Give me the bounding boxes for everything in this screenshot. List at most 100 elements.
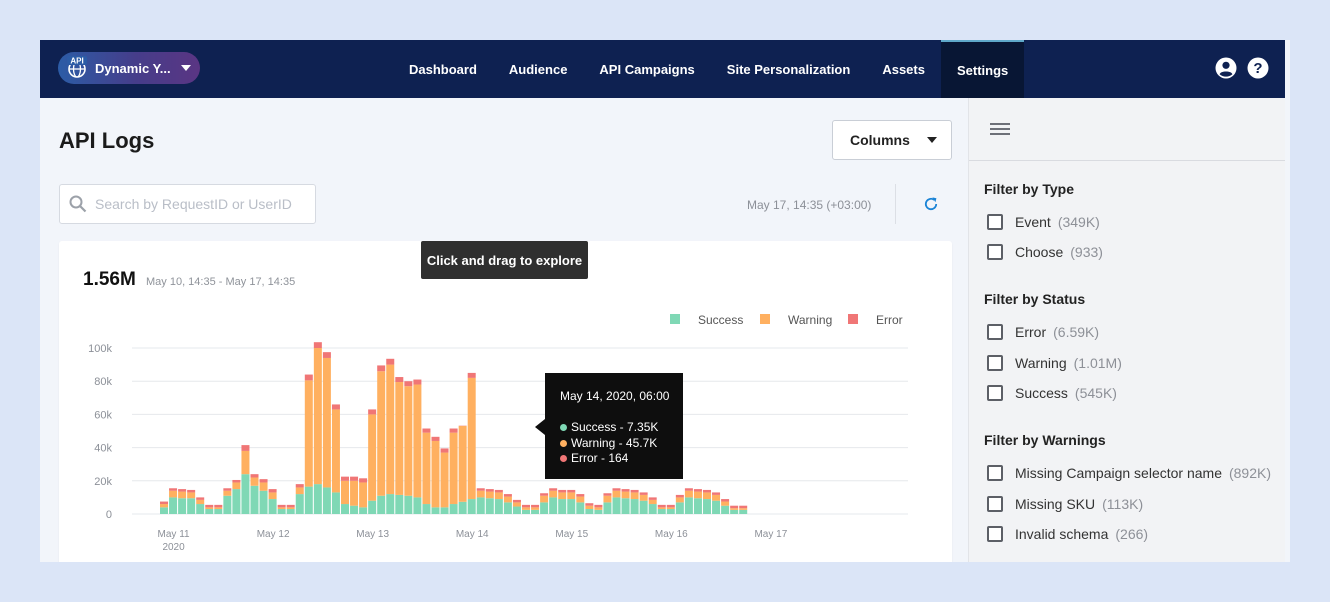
bar-warning-13[interactable] [277,507,286,510]
bar-warning-39[interactable] [512,502,521,507]
nav-assets[interactable]: Assets [882,61,925,77]
bar-success-43[interactable] [549,497,558,514]
bar-success-8[interactable] [232,489,241,514]
bar-success-56[interactable] [666,509,675,514]
bar-success-14[interactable] [286,509,295,514]
bar-error-63[interactable] [730,505,739,509]
bar-success-51[interactable] [621,498,630,514]
bar-error-23[interactable] [368,409,377,415]
bar-error-18[interactable] [322,352,331,358]
bar-success-53[interactable] [639,500,648,514]
bar-success-6[interactable] [214,509,223,514]
bar-warning-64[interactable] [739,508,748,510]
bar-success-35[interactable] [476,497,485,514]
bar-success-19[interactable] [331,492,340,514]
bar-success-62[interactable] [721,505,730,514]
bar-success-0[interactable] [160,507,168,514]
bar-error-26[interactable] [395,377,404,383]
bar-success-39[interactable] [512,506,521,514]
bar-warning-16[interactable] [304,380,313,487]
bar-success-61[interactable] [712,500,721,514]
bar-warning-24[interactable] [377,371,386,496]
bar-success-46[interactable] [576,502,585,514]
bar-success-58[interactable] [684,497,693,514]
help-icon[interactable]: ? [1247,57,1269,79]
bar-error-59[interactable] [693,489,702,492]
bar-warning-31[interactable] [440,452,449,508]
bar-warning-5[interactable] [205,507,214,510]
bar-success-20[interactable] [341,504,349,514]
bar-success-16[interactable] [304,486,313,514]
bar-warning-58[interactable] [684,490,693,498]
bar-error-62[interactable] [721,499,730,502]
bar-success-1[interactable] [169,497,178,514]
bar-error-58[interactable] [684,488,693,491]
bar-error-31[interactable] [440,448,449,453]
bar-error-46[interactable] [576,494,585,497]
bar-error-15[interactable] [295,484,304,488]
bar-error-39[interactable] [512,499,521,503]
bar-error-32[interactable] [449,428,458,433]
bar-warning-11[interactable] [259,482,268,491]
bar-warning-9[interactable] [241,450,250,475]
bar-warning-29[interactable] [422,432,431,505]
filter-status-warning[interactable]: Warning (1.01M) [987,355,1122,371]
bar-success-63[interactable] [730,509,739,514]
site-selector[interactable]: API Dynamic Y... [58,52,200,84]
bar-error-45[interactable] [567,489,576,493]
bar-warning-57[interactable] [675,497,684,503]
bar-success-9[interactable] [241,474,250,514]
nav-dashboard[interactable]: Dashboard [409,61,477,77]
bar-error-21[interactable] [350,476,359,481]
bar-warning-55[interactable] [657,507,666,510]
bar-warning-14[interactable] [286,507,295,510]
bar-error-25[interactable] [386,358,395,365]
bar-warning-50[interactable] [612,490,621,498]
filter-status-success[interactable]: Success (545K) [987,385,1117,401]
bar-error-38[interactable] [503,494,512,497]
bar-error-10[interactable] [250,474,259,478]
bar-success-10[interactable] [250,485,259,514]
bar-success-42[interactable] [540,502,549,514]
nav-api-campaigns[interactable]: API Campaigns [599,61,695,77]
bar-error-43[interactable] [549,488,558,491]
bar-error-53[interactable] [639,492,648,495]
bar-warning-18[interactable] [322,357,331,488]
bar-warning-4[interactable] [196,499,205,505]
nav-settings[interactable]: Settings [940,40,1025,98]
bar-warning-47[interactable] [585,505,594,510]
bar-success-37[interactable] [494,499,503,514]
bar-success-15[interactable] [295,494,304,514]
bar-success-48[interactable] [594,509,603,514]
bar-error-30[interactable] [431,436,440,441]
bar-error-37[interactable] [494,489,503,493]
bar-error-14[interactable] [286,504,295,508]
bar-success-64[interactable] [739,509,748,514]
bar-error-35[interactable] [476,488,485,491]
bar-warning-0[interactable] [160,504,168,508]
bar-error-51[interactable] [621,489,630,492]
bar-success-11[interactable] [259,490,268,514]
bar-warning-61[interactable] [712,494,721,501]
bar-error-24[interactable] [377,365,386,372]
bar-success-59[interactable] [693,498,702,514]
bar-error-48[interactable] [594,504,603,508]
bar-warning-3[interactable] [187,492,196,499]
bar-error-64[interactable] [739,505,748,509]
bar-warning-27[interactable] [404,386,413,496]
hamburger-menu-icon[interactable] [990,121,1010,137]
bar-success-55[interactable] [657,509,666,514]
checkbox[interactable] [987,465,1003,481]
bar-warning-48[interactable] [594,507,603,510]
bar-warning-35[interactable] [476,490,485,498]
bar-warning-56[interactable] [666,507,675,510]
bar-warning-49[interactable] [603,495,612,503]
bar-success-27[interactable] [404,495,413,514]
bar-success-60[interactable] [703,499,711,514]
bar-warning-62[interactable] [721,501,730,506]
bar-error-29[interactable] [422,428,431,433]
bar-warning-10[interactable] [250,477,259,486]
bar-error-17[interactable] [313,342,322,348]
bar-success-30[interactable] [431,507,440,514]
bar-error-9[interactable] [241,445,250,451]
